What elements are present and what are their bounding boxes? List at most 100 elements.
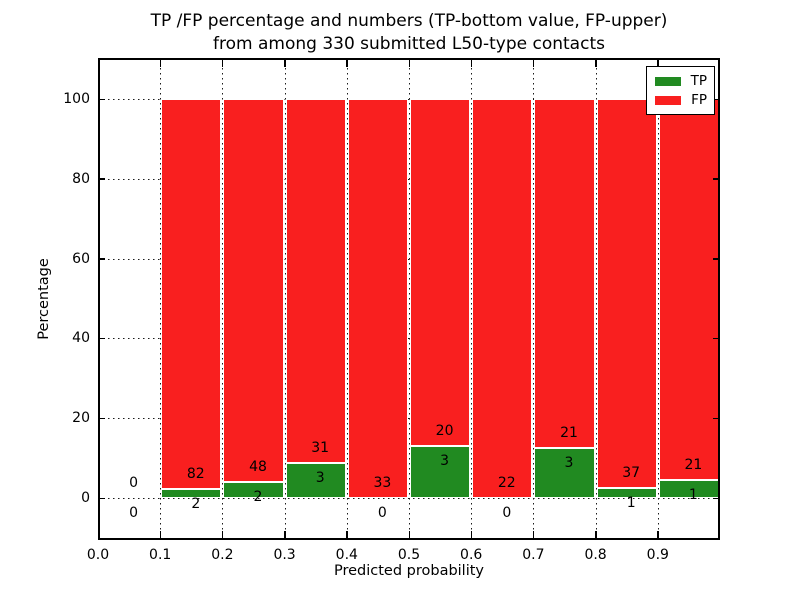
y-tick-label: 40 bbox=[72, 330, 90, 347]
tp-bar-segment bbox=[410, 445, 471, 498]
legend: TP FP bbox=[646, 66, 715, 115]
tp-legend-label: TP bbox=[690, 73, 707, 89]
x-tick-label: 0.8 bbox=[584, 547, 607, 563]
fp-legend-label: FP bbox=[691, 92, 707, 108]
tp-count-label: 0 bbox=[129, 505, 139, 521]
fp-count-label: 0 bbox=[129, 475, 139, 491]
tp-bar-segment bbox=[534, 448, 595, 498]
y-tick-mark-left bbox=[98, 178, 105, 180]
fp-bar-segment bbox=[347, 99, 408, 498]
x-axis-label: Predicted probability bbox=[333, 563, 485, 579]
x-tick-mark-top bbox=[408, 60, 410, 67]
fp-count-label: 82 bbox=[186, 465, 205, 482]
y-tick-label: 80 bbox=[72, 170, 90, 187]
chart-title-line2: from among 330 submitted L50-type contac… bbox=[213, 34, 605, 54]
plot-area: TP FP 0 20 40 60 80 100 0.0 0.1 0.2 0.3 0.4 0.5 0.6 0… bbox=[63, 58, 720, 563]
fp-count-label: 21 bbox=[684, 456, 703, 473]
x-tick-label: 0.7 bbox=[522, 547, 545, 563]
x-grid-line bbox=[533, 58, 535, 540]
x-grid-line bbox=[657, 58, 659, 540]
y-tick-mark-left bbox=[98, 98, 105, 100]
x-grid-line bbox=[409, 58, 410, 540]
right-spine bbox=[718, 58, 720, 540]
x-tick-mark-top bbox=[532, 60, 535, 67]
x-tick-mark-top bbox=[221, 60, 224, 67]
x-tick-label: 0.0 bbox=[86, 547, 110, 563]
x-tick-mark-top bbox=[657, 60, 659, 67]
x-tick-mark-top bbox=[470, 60, 473, 67]
y-tick-mark-left bbox=[98, 337, 105, 340]
x-tick-label: 0.2 bbox=[211, 547, 234, 563]
x-grid-line bbox=[222, 58, 224, 540]
tp-count-label: 0 bbox=[502, 505, 512, 521]
fp-count-label: 48 bbox=[249, 459, 267, 476]
x-tick-label: 0.5 bbox=[397, 547, 421, 563]
x-tick-mark-bottom bbox=[408, 531, 410, 538]
tp-legend-swatch bbox=[655, 76, 681, 86]
fp-count-label: 33 bbox=[373, 475, 392, 491]
y-tick-label: 60 bbox=[72, 250, 90, 267]
fp-count-label: 22 bbox=[497, 475, 516, 491]
x-tick-label: 0.9 bbox=[646, 547, 669, 563]
fp-bar-segment bbox=[596, 99, 657, 488]
x-tick-mark-bottom bbox=[470, 531, 473, 538]
left-spine bbox=[98, 58, 100, 540]
tp-count-label: 3 bbox=[440, 452, 450, 469]
y-tick-mark-right bbox=[713, 98, 720, 100]
fp-bar-segment bbox=[285, 99, 346, 463]
y-tick-label: 0 bbox=[81, 490, 90, 506]
y-tick-mark-right bbox=[713, 417, 720, 420]
tp-count-label: 0 bbox=[377, 505, 387, 521]
x-tick-mark-top bbox=[284, 60, 286, 67]
fp-count-label: 20 bbox=[435, 422, 454, 439]
fp-count-label: 37 bbox=[622, 464, 641, 481]
fp-bar-segment bbox=[410, 99, 471, 446]
x-tick-mark-bottom bbox=[595, 531, 597, 538]
chart-title: TP /FP percentage and numbers (TP-bottom… bbox=[98, 10, 720, 56]
x-grid-line bbox=[284, 58, 286, 540]
tp-count-label: 2 bbox=[253, 489, 263, 506]
x-tick-mark-top bbox=[595, 60, 597, 67]
x-tick-mark-bottom bbox=[159, 531, 162, 538]
x-tick-mark-bottom bbox=[221, 531, 224, 538]
x-tick-mark-bottom bbox=[284, 531, 286, 538]
fp-bar-segment bbox=[658, 99, 719, 480]
y-tick-mark-right bbox=[713, 258, 720, 260]
tp-count-label: 2 bbox=[191, 495, 201, 512]
x-grid-line bbox=[160, 58, 162, 540]
y-tick-mark-right bbox=[713, 497, 720, 499]
fp-count-label: 31 bbox=[311, 439, 330, 456]
legend-item-tp: TP bbox=[655, 73, 707, 89]
legend-item-fp: FP bbox=[655, 92, 707, 108]
bottom-spine bbox=[98, 538, 720, 540]
x-tick-mark-bottom bbox=[346, 531, 348, 538]
x-grid-line bbox=[346, 58, 348, 540]
x-tick-label: 0.6 bbox=[460, 547, 483, 563]
y-tick-mark-right bbox=[713, 178, 720, 180]
tp-count-label: 3 bbox=[564, 455, 574, 472]
x-tick-label: 0.3 bbox=[273, 547, 296, 563]
tp-count-label: 1 bbox=[688, 486, 698, 503]
tp-bar-segment bbox=[223, 482, 284, 498]
fp-bar-segment bbox=[472, 99, 533, 498]
fp-bar-segment bbox=[161, 99, 222, 489]
fp-bar-segment bbox=[534, 99, 595, 449]
chart-title-line1: TP /FP percentage and numbers (TP-bottom… bbox=[150, 11, 668, 31]
tp-bar-segment bbox=[596, 487, 657, 498]
fp-legend-swatch bbox=[655, 95, 681, 105]
y-tick-label: 100 bbox=[63, 91, 90, 107]
top-spine bbox=[98, 58, 720, 60]
tp-count-label: 1 bbox=[626, 494, 636, 511]
x-tick-label: 0.4 bbox=[335, 547, 358, 563]
fp-bar-segment bbox=[223, 99, 284, 483]
y-tick-mark-left bbox=[98, 417, 105, 420]
x-tick-mark-bottom bbox=[657, 531, 659, 538]
y-axis-label: Percentage bbox=[36, 258, 52, 340]
tp-bar-segment bbox=[285, 462, 346, 498]
x-tick-label: 0.1 bbox=[149, 547, 172, 563]
y-tick-mark-left bbox=[98, 497, 105, 499]
y-tick-mark-right bbox=[713, 337, 720, 340]
tp-bar-segment bbox=[161, 488, 222, 498]
x-tick-mark-top bbox=[346, 60, 348, 67]
